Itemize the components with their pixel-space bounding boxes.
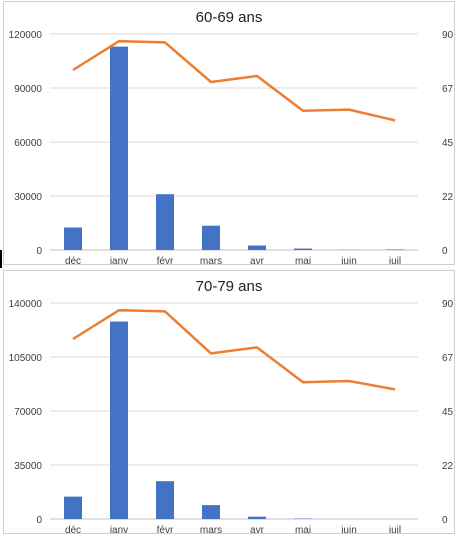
y-right-tick-label: 90 — [442, 30, 454, 41]
x-category-label: janv — [109, 256, 128, 264]
bar-mars — [202, 505, 220, 519]
bar-mai — [294, 248, 312, 250]
y-left-tick-label: 0 — [36, 515, 42, 526]
panel-divider-mark — [0, 250, 2, 268]
bar-mars — [202, 225, 220, 250]
chart-70-79: 70-79 ans 0 0 35000 22,5 70000 45 105000 67,5 140… — [9, 278, 454, 533]
bar-juil — [386, 249, 404, 250]
line-series — [72, 39, 396, 122]
y-right-tick-label: 90 — [442, 299, 454, 310]
x-category-label: janv — [109, 525, 128, 533]
bar-déc — [64, 227, 82, 250]
bar-déc — [64, 496, 82, 519]
chart-title: 70-79 ans — [196, 278, 263, 295]
y-right-tick-label: 0 — [442, 246, 448, 257]
bar-févr — [156, 194, 174, 250]
chart-panel-60-69: 60-69 ans 0 0 30000 22,5 60000 45 90000 67,5 1200… — [3, 1, 455, 265]
x-category-label: mars — [200, 525, 222, 533]
chart-60-69: 60-69 ans 0 0 30000 22,5 60000 45 90000 67,5 1200… — [9, 9, 454, 264]
y-left-tick-label: 120000 — [9, 30, 43, 41]
bar-avr — [248, 516, 266, 519]
x-category-label: avr — [250, 525, 265, 533]
line-series — [72, 308, 396, 391]
chart-title: 60-69 ans — [196, 9, 263, 26]
x-category-label: déc — [65, 525, 81, 533]
y-left-tick-label: 70000 — [14, 407, 42, 418]
x-category-label: juil — [388, 525, 401, 533]
y-left-tick-label: 90000 — [14, 84, 42, 95]
x-category-label: févr — [157, 256, 174, 264]
x-category-label: avr — [250, 256, 265, 264]
x-category-label: juin — [340, 256, 357, 264]
x-category-label: mars — [200, 256, 222, 264]
bar-févr — [156, 481, 174, 519]
bar-janv — [110, 46, 128, 250]
chart-panel-70-79: 70-79 ans 0 0 35000 22,5 70000 45 105000 67,5 140… — [3, 270, 455, 534]
y-right-tick-label: 67,5 — [442, 353, 454, 364]
x-category-label: mai — [295, 256, 311, 264]
bar-janv — [110, 321, 128, 519]
x-category-label: juin — [340, 525, 357, 533]
y-right-tick-label: 22,5 — [442, 192, 454, 203]
y-left-tick-label: 0 — [36, 246, 42, 257]
x-category-label: juil — [388, 256, 401, 264]
y-right-tick-label: 67,5 — [442, 84, 454, 95]
y-left-tick-label: 60000 — [14, 138, 42, 149]
y-right-tick-label: 45 — [442, 138, 454, 149]
y-right-tick-label: 0 — [442, 515, 448, 526]
y-left-tick-label: 105000 — [9, 353, 43, 364]
y-left-tick-label: 140000 — [9, 299, 43, 310]
y-left-tick-label: 30000 — [14, 192, 42, 203]
x-category-label: déc — [65, 256, 81, 264]
y-right-tick-label: 45 — [442, 407, 454, 418]
y-left-tick-label: 35000 — [14, 461, 42, 472]
y-right-tick-label: 22,5 — [442, 461, 454, 472]
x-category-label: févr — [157, 525, 174, 533]
x-category-label: mai — [295, 525, 311, 533]
bar-avr — [248, 245, 266, 250]
